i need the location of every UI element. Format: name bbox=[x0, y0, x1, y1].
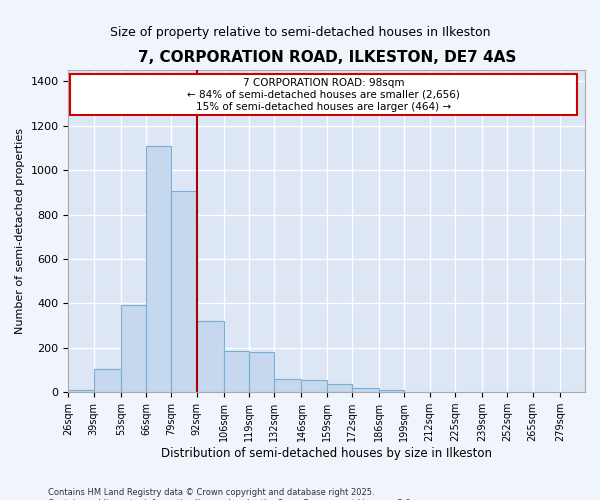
Bar bbox=[146, 146, 172, 392]
Bar bbox=[274, 379, 301, 392]
Bar bbox=[327, 384, 352, 392]
Bar bbox=[224, 351, 249, 392]
Bar bbox=[197, 321, 224, 392]
Bar bbox=[301, 380, 327, 392]
Text: Contains public sector information licensed under the Open Government Licence v3: Contains public sector information licen… bbox=[48, 499, 413, 500]
Text: 7 CORPORATION ROAD: 98sqm: 7 CORPORATION ROAD: 98sqm bbox=[243, 78, 404, 88]
Bar bbox=[121, 304, 146, 392]
X-axis label: Distribution of semi-detached houses by size in Ilkeston: Distribution of semi-detached houses by … bbox=[161, 447, 492, 460]
Bar bbox=[94, 369, 121, 392]
Text: Size of property relative to semi-detached houses in Ilkeston: Size of property relative to semi-detach… bbox=[110, 26, 490, 39]
Title: 7, CORPORATION ROAD, ILKESTON, DE7 4AS: 7, CORPORATION ROAD, ILKESTON, DE7 4AS bbox=[137, 50, 516, 65]
Bar bbox=[172, 192, 197, 392]
Text: ← 84% of semi-detached houses are smaller (2,656): ← 84% of semi-detached houses are smalle… bbox=[187, 90, 460, 100]
FancyBboxPatch shape bbox=[70, 74, 577, 115]
Text: Contains HM Land Registry data © Crown copyright and database right 2025.: Contains HM Land Registry data © Crown c… bbox=[48, 488, 374, 497]
Bar bbox=[68, 390, 94, 392]
Bar bbox=[249, 352, 274, 392]
Bar bbox=[352, 388, 379, 392]
Text: 15% of semi-detached houses are larger (464) →: 15% of semi-detached houses are larger (… bbox=[196, 102, 451, 112]
Y-axis label: Number of semi-detached properties: Number of semi-detached properties bbox=[15, 128, 25, 334]
Bar bbox=[379, 390, 404, 392]
